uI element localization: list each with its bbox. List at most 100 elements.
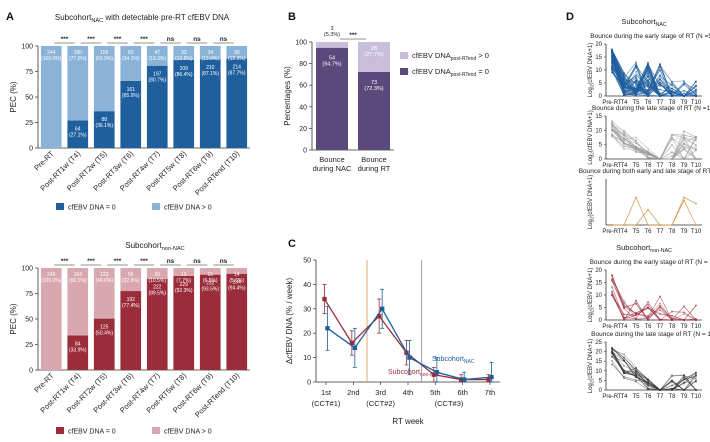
y-tick-label: 0 (303, 148, 307, 155)
trajectory-point (635, 74, 637, 77)
bar-top-percent: (63.9%) (95, 56, 113, 62)
trajectory-point (683, 389, 685, 391)
bar-top-count: 14 (234, 272, 240, 278)
panel-a2-title-sub: non-NAC (162, 246, 185, 252)
trajectory-point (611, 49, 613, 51)
panel-letter: A (6, 11, 14, 23)
x-tick-label: 3rd (375, 388, 386, 397)
bar-segment-zero (199, 59, 221, 148)
bar-segment-zero (173, 59, 195, 148)
trajectory-point (671, 310, 673, 313)
patient-trajectory (611, 124, 696, 160)
trajectory-point (647, 224, 649, 226)
trajectory-point (671, 151, 673, 154)
x-tick-label: T4 (620, 100, 628, 106)
trajectory-point (635, 379, 637, 382)
bar-segment-zero (120, 291, 142, 370)
trajectory-point (659, 69, 661, 72)
trajectory-point (647, 63, 649, 66)
legend-swatch-zero (56, 427, 64, 434)
bar-bottom-count: 84 (75, 341, 81, 347)
bar-bottom-count: 214 (233, 65, 242, 71)
bar-bottom-count: 125 (100, 325, 109, 331)
bar-bottom-percent: (27.1%) (69, 132, 87, 138)
trajectory-point (671, 134, 673, 137)
sig-label: *** (114, 36, 122, 43)
y-tick-label: 0 (599, 157, 603, 163)
panel-d-nonnac-title-sub: non-NAC (650, 248, 672, 254)
trajectory-point (623, 89, 625, 92)
trajectory-point (611, 360, 613, 362)
trajectory-point (611, 352, 613, 355)
y-tick-label: 15 (595, 55, 602, 61)
y-label-rest: (cfEBV DNA+1) (588, 110, 594, 152)
trajectory-point (683, 305, 685, 308)
patient-trajectory (611, 353, 697, 391)
y-tick-label: 50 (303, 258, 311, 265)
bar-top-count: 123 (100, 272, 109, 278)
x-tick-label: T6 (644, 229, 652, 235)
bar-bottom-percent: (93.5%) (201, 287, 219, 293)
trajectory-point (695, 379, 697, 382)
y-tick-label: 75 (25, 69, 33, 76)
trajectory-point (647, 72, 649, 75)
trajectory-point (623, 131, 625, 134)
trajectory-point (635, 196, 637, 199)
y-label-sub: 2 (590, 216, 595, 219)
y-tick-label: 5 (599, 378, 603, 384)
bar-top-count: 56 (128, 272, 134, 278)
legend-swatch (400, 68, 408, 75)
bar-bottom-percent: (87.7%) (228, 71, 246, 77)
sig-label: *** (349, 32, 357, 39)
legend-swatch-positive (152, 203, 160, 210)
trajectory-point (695, 93, 697, 95)
trajectory-point (647, 153, 649, 156)
trajectory-point (695, 158, 697, 160)
legend-rest: = 0 (476, 67, 489, 76)
x-tick-label: during NAC (313, 164, 352, 173)
bar-top-percent: (5.6%) (229, 278, 244, 284)
y-label-main: Log (588, 312, 594, 322)
bar-segment-positive (93, 268, 115, 319)
trajectory-point (659, 318, 661, 321)
panel-d-nonnac-title-main: Subcohort (616, 243, 651, 252)
bar-bottom-count: 54 (329, 56, 335, 62)
trajectory-point (695, 371, 697, 374)
legend-rest: > 0 (476, 51, 489, 60)
patient-trajectory (611, 278, 697, 321)
trajectory-point (623, 145, 625, 148)
series-label-sub: NAC (464, 359, 475, 365)
panel-a1-title-main: Subcohort (55, 13, 92, 22)
trajectory-point (647, 316, 649, 319)
bar-top-percent: (22.6%) (122, 278, 140, 284)
trajectory-point (647, 65, 649, 68)
x-tick-label: Pre-RT (602, 100, 622, 106)
bar-segment-zero (120, 80, 142, 148)
x-tick-label: T10 (691, 163, 702, 169)
bar-bottom-percent: (89.5%) (148, 291, 166, 297)
trajectory-point (659, 85, 661, 87)
patient-trajectory (611, 60, 696, 97)
bar-top-percent: (6.5%) (203, 278, 218, 284)
x-tick-label: T10 (691, 394, 702, 400)
y-tick-label: 40 (299, 104, 307, 111)
y-tick-label: 5 (599, 81, 603, 87)
bar-segment-positive (146, 268, 168, 279)
x-tick-label: 4th (403, 388, 413, 397)
x-tick-label: T9 (680, 229, 688, 235)
sig-label: *** (114, 258, 122, 265)
bar-segment-zero (226, 58, 248, 148)
bar-top-percent: (100.0%) (41, 56, 62, 62)
trajectory-point (671, 379, 673, 382)
legend-label: cfEBV DNApost-RTend = 0 (412, 67, 489, 78)
legend-label: cfEBV DNA = 0 (68, 429, 116, 436)
trajectory-point (695, 375, 697, 378)
data-point (407, 355, 412, 360)
trajectory-point (647, 81, 649, 84)
x-tick-label: Pre-RT (602, 324, 622, 330)
data-point (486, 377, 491, 382)
bar-top-count: 33 (181, 50, 187, 56)
x-tick-label: T7 (656, 324, 664, 330)
trajectory-point (623, 377, 625, 380)
trajectory-point (611, 120, 613, 123)
